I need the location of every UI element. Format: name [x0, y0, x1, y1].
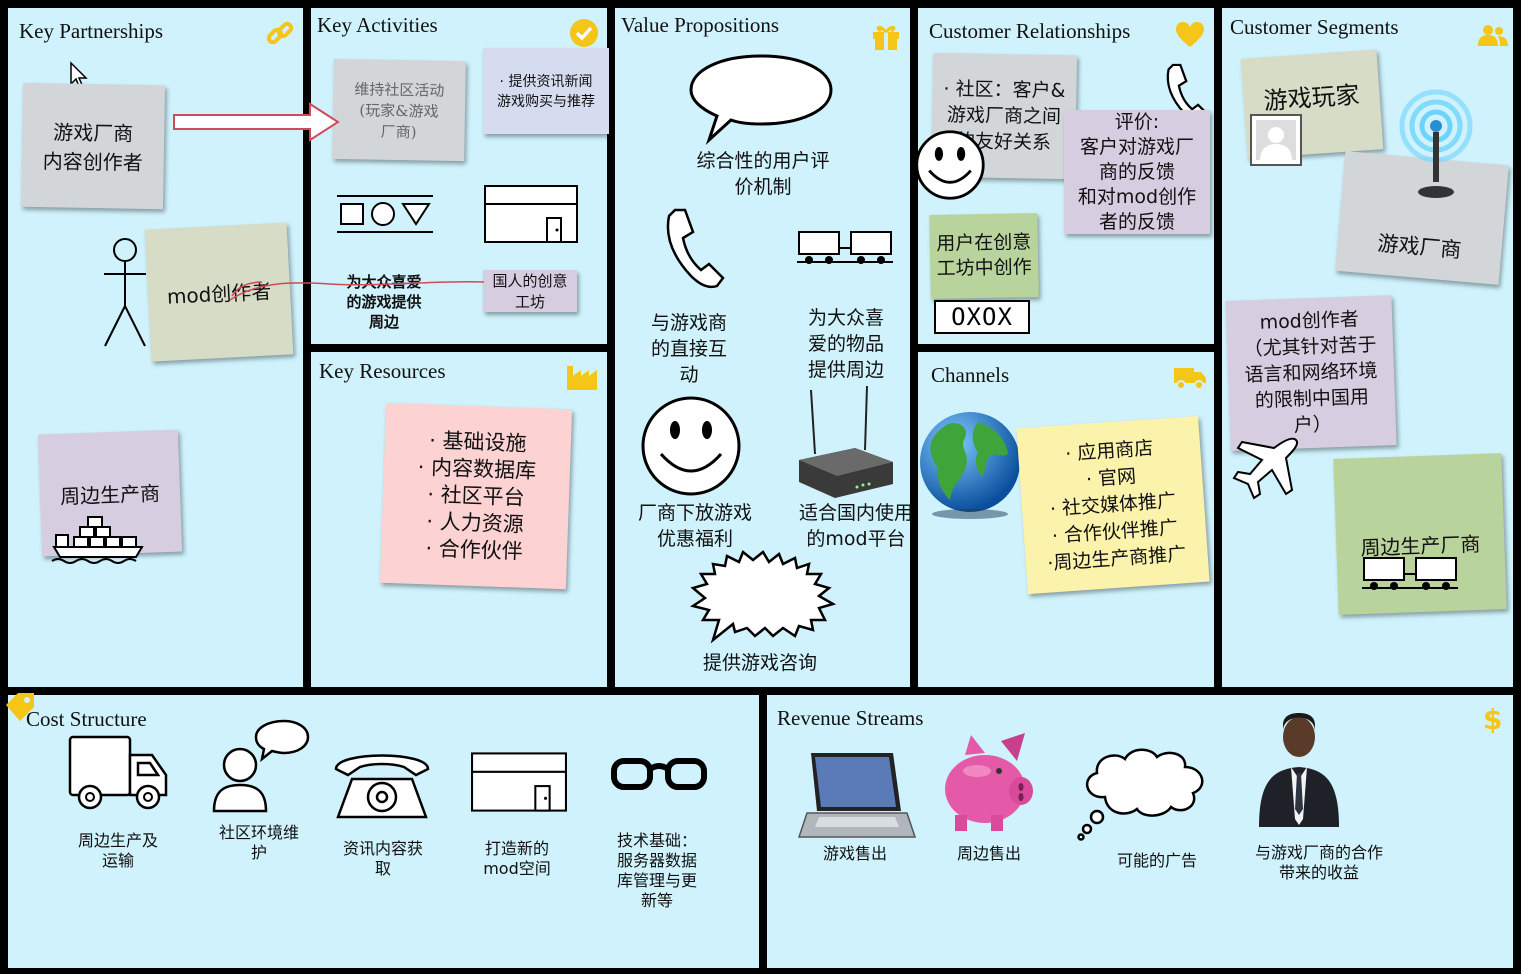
- key-activities-block: Key Activities 维持社区活动 (玩家&游戏 厂商) · 提供资讯新…: [311, 8, 609, 344]
- burst-bubble-icon: [689, 549, 837, 644]
- activities-note-news: · 提供资讯新闻 游戏购买与推荐: [483, 48, 609, 134]
- laptop-icon: [797, 753, 917, 838]
- activities-text-merch: 为大众喜爱 的游戏提供 周边: [346, 273, 422, 331]
- value-text-reviews: 综合性的用户评 价机制: [696, 150, 830, 198]
- truck-icon: [68, 735, 168, 810]
- customer-relationships-title: Customer Relationships: [929, 19, 1131, 43]
- partners-note-vendors: 游戏厂商 内容创作者: [20, 82, 166, 210]
- speech-bubble-icon: [689, 54, 833, 145]
- channels-block: Channels · 应用商店 · 官网 · 社交媒体推广 · 合作伙伴推广 ·…: [918, 352, 1214, 687]
- cost-item-mod-space: 打造新的 mod空间: [483, 839, 551, 878]
- resources-note: · 基础设施 · 内容数据库 · 社区平台 · 人力资源 · 合作伙伴: [379, 402, 573, 590]
- revenue-item-games: 游戏售出: [822, 844, 887, 863]
- key-partnerships-block: Key Partnerships 游戏厂商 内容创作者 mod创作者 周边生产商: [8, 8, 303, 687]
- segments-note-mod-creators: mod创作者 （尤其针对苦于 语言和网络环境 的限制中国用 户）: [1225, 295, 1397, 451]
- truck-icon: [1174, 368, 1206, 390]
- wifi-antenna-icon: [1399, 89, 1473, 198]
- revenue-streams-block: Revenue Streams $ 游戏售出 周边售出 可能的广告 与游戏厂商的…: [767, 695, 1513, 968]
- revenue-streams-title: Revenue Streams: [777, 706, 924, 730]
- glasses-icon: [611, 758, 707, 790]
- relationships-note-workshop: 用户在创意 工坊中创作: [929, 213, 1039, 299]
- users-icon: [1478, 25, 1508, 46]
- oxox-label: OXOX: [934, 300, 1030, 334]
- channels-note: · 应用商店 · 官网 · 社交媒体推广 · 合作伙伴推广 ·周边生产商推广: [1016, 415, 1210, 595]
- activities-note-community: 维持社区活动 (玩家&游戏 厂商): [332, 58, 466, 162]
- revenue-item-partnership: 与游戏厂商的合作 带来的收益: [1254, 843, 1383, 882]
- revenue-item-merch: 周边售出: [956, 844, 1021, 863]
- relationships-note-feedback: 评价: 客户对游戏厂 商的反馈 和对mod创作 者的反馈: [1064, 110, 1210, 234]
- airplane-icon: [1232, 437, 1298, 500]
- cargo-ship-icon: [51, 516, 144, 564]
- router-icon: [799, 385, 893, 498]
- globe-icon: [920, 412, 1020, 519]
- avatar: [1250, 114, 1302, 166]
- stick-figure-icon: [104, 238, 146, 347]
- value-text-merch: 为大众喜 爱的物品 提供周边: [807, 307, 884, 381]
- revenue-item-ads: 可能的广告: [1116, 851, 1197, 870]
- check-circle-icon: [570, 19, 598, 47]
- businessman-icon: [1259, 713, 1339, 827]
- customer-relationships-block: Customer Relationships · 社区：客户& 游戏厂商之间 的…: [915, 8, 1214, 344]
- factory-icon: [567, 366, 597, 390]
- cost-item-community: 社区环境维 护: [218, 823, 299, 862]
- value-text-discounts: 厂商下放游戏 优惠福利: [637, 502, 752, 550]
- smiley-face-icon: [915, 130, 985, 200]
- gift-icon: [873, 25, 899, 50]
- cart-train-icon: [797, 231, 893, 264]
- cost-structure-block: Cost Structure 周边生产及 运输 社区环境维 护 资讯内容获 取 …: [6, 693, 759, 968]
- smiley-face-icon: [641, 396, 741, 496]
- cost-item-tech: 技术基础： 服务器数据 库管理与更 新等: [616, 831, 697, 910]
- shapes-icon: [337, 195, 433, 233]
- dollar-icon: $: [1483, 703, 1503, 736]
- key-resources-block: Key Resources · 基础设施 · 内容数据库 · 社区平台 · 人力…: [311, 352, 607, 687]
- cart-train-icon: [1362, 557, 1458, 590]
- key-partnerships-title: Key Partnerships: [19, 19, 164, 43]
- value-text-interaction: 与游戏商 的直接互 动: [650, 312, 727, 386]
- customer-segments-title: Customer Segments: [1230, 15, 1399, 39]
- value-propositions-block: Value Propositions 综合性的用户评 价机制 与游戏商 的直接互…: [615, 8, 913, 687]
- cost-structure-title: Cost Structure: [26, 707, 147, 731]
- key-activities-title: Key Activities: [317, 13, 438, 37]
- activities-note-workshop: 国人的创意 工坊: [483, 270, 577, 312]
- key-resources-title: Key Resources: [319, 359, 446, 383]
- customer-segments-block: Customer Segments 游戏玩家 游戏厂商 mod创作者 （尤其针对…: [1222, 8, 1513, 687]
- rotary-phone-icon: [334, 754, 430, 819]
- person-speech-icon: [212, 719, 310, 813]
- storefront-icon: [484, 185, 578, 243]
- value-propositions-title: Value Propositions: [621, 13, 780, 37]
- link-icon: [266, 21, 294, 45]
- piggy-bank-icon: [945, 733, 1033, 831]
- value-text-mod-platform: 适合国内使用 的mod平台: [798, 502, 913, 550]
- channels-title: Channels: [931, 363, 1010, 387]
- thought-cloud-icon: [1077, 748, 1204, 841]
- telephone-handset-icon: [666, 208, 725, 289]
- value-text-consulting: 提供游戏咨询: [702, 652, 817, 674]
- cost-item-content: 资讯内容获 取: [342, 839, 423, 878]
- partners-note-mod-creators: mod创作者: [144, 222, 294, 362]
- storefront-icon: [471, 752, 567, 812]
- heart-icon: [1176, 22, 1204, 47]
- cost-item-merch: 周边生产及 运输: [77, 831, 158, 870]
- tag-icon: [6, 693, 34, 721]
